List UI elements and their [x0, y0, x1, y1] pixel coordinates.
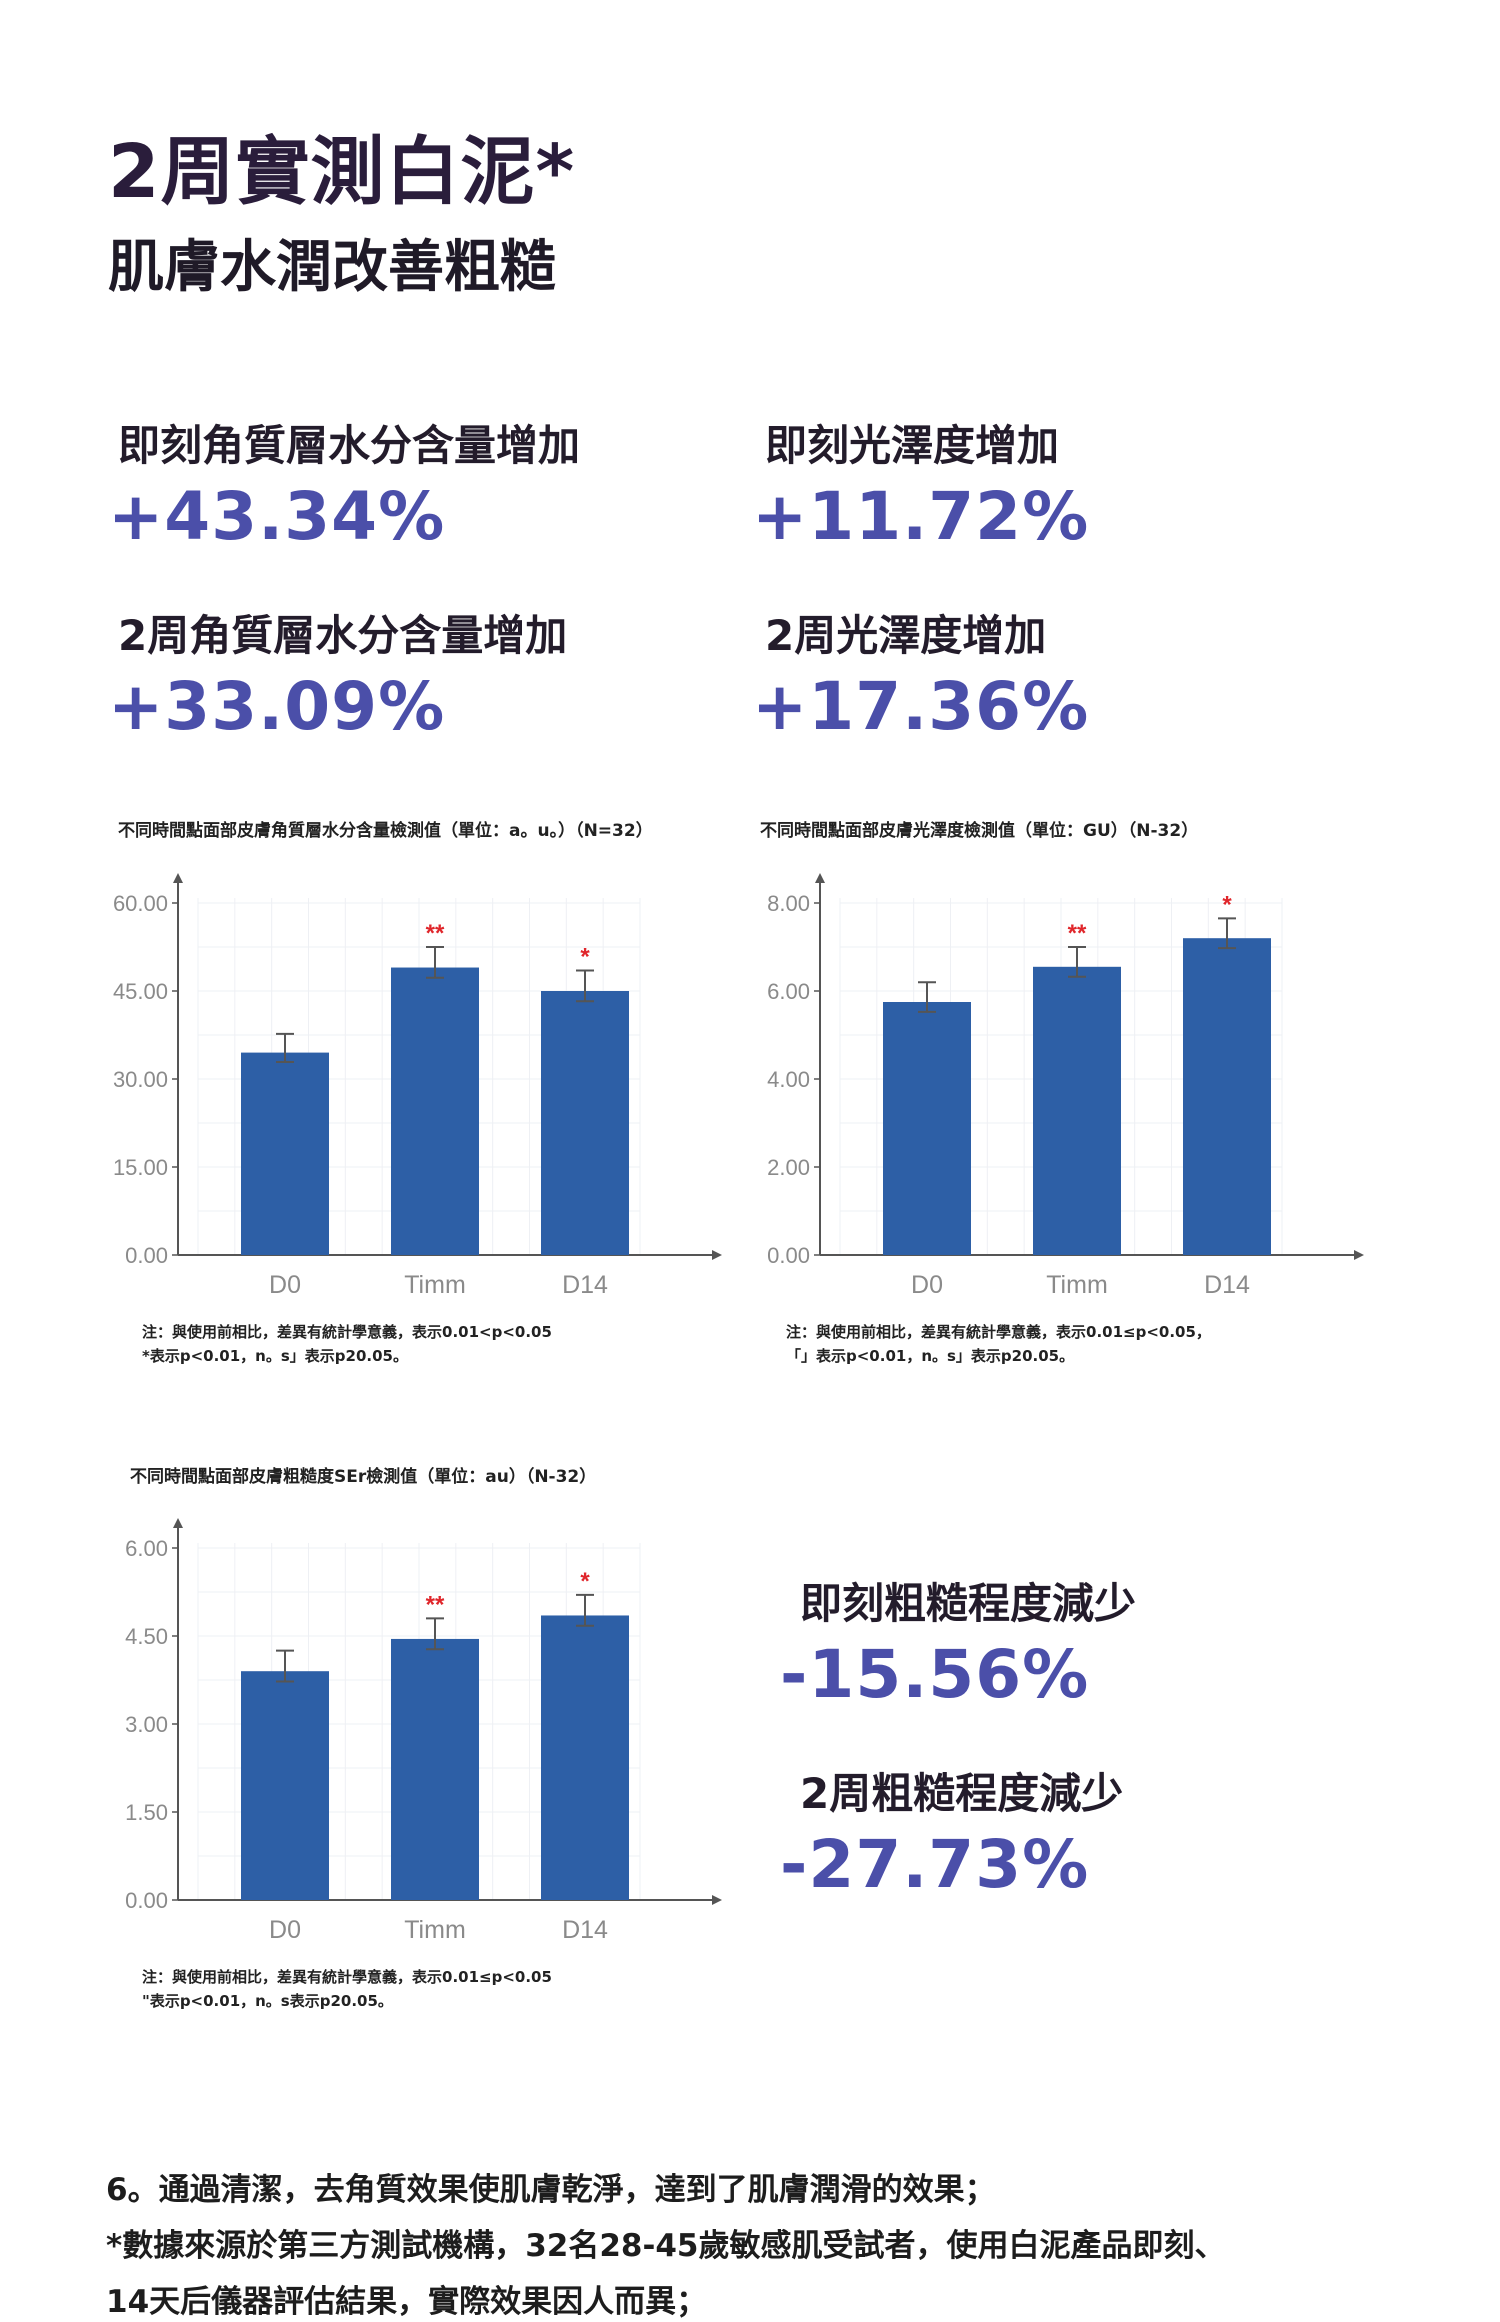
x-tick-label: D14 — [562, 1271, 608, 1299]
y-tick-label: 60.00 — [113, 891, 168, 916]
x-tick-label: Timm — [404, 1271, 466, 1299]
chart-note-line: 「」表示p<0.01，n。s」表示p20.05。 — [786, 1347, 1075, 1365]
chart-moisture: 0.00 15.00 30.00 45.00 60.00 D0 ** Timm * D14 — [113, 873, 722, 1299]
bar-d0 — [241, 1052, 329, 1255]
y-tick-label: 8.00 — [767, 891, 810, 916]
bar-d0 — [241, 1671, 329, 1900]
y-tick-label: 4.50 — [125, 1624, 168, 1649]
bar-d14 — [1183, 938, 1271, 1255]
y-tick-label: 4.00 — [767, 1067, 810, 1092]
y-tick-label: 0.00 — [125, 1243, 168, 1268]
chart-roughness: 0.00 1.50 3.00 4.50 6.00 D0 ** Timm * D14 — [125, 1518, 722, 1944]
y-tick-label: 6.00 — [767, 979, 810, 1004]
chart-note-line: 注：與使用前相比，差異有統計學意義，表示0.01<p<0.05 — [142, 1323, 552, 1341]
stat-value-instant-roughness: -15.56% — [780, 1636, 1090, 1713]
x-tick-label: D0 — [269, 1916, 301, 1944]
x-tick-label: D0 — [269, 1271, 301, 1299]
y-axis-arrow — [173, 1518, 183, 1528]
y-tick-label: 0.00 — [767, 1243, 810, 1268]
chart-title-gloss: 不同時間點面部皮膚光澤度檢測值（單位：GU）（N-32） — [760, 821, 1199, 841]
significance-marker: * — [580, 943, 590, 970]
page-title: 2周實測白泥* — [108, 129, 576, 215]
chart-note-line: *表示p<0.01，n。s」表示p20.05。 — [142, 1347, 408, 1365]
x-axis-arrow — [1354, 1250, 1364, 1260]
page-subtitle: 肌膚水潤改善粗糙 — [108, 235, 556, 300]
x-tick-label: D14 — [1204, 1271, 1250, 1299]
significance-marker: ** — [426, 920, 445, 947]
x-tick-label: Timm — [1046, 1271, 1108, 1299]
stat-value-2week-moisture: +33.09% — [108, 668, 446, 745]
chart-title-moisture: 不同時間點面部皮膚角質層水分含量檢測值（單位：a。u。）（N=32） — [118, 821, 653, 841]
x-axis-arrow — [712, 1895, 722, 1905]
footer-line-effect: 6。通過清潔，去角質效果使肌膚乾淨，達到了肌膚潤滑的效果； — [106, 2172, 996, 2208]
stat-value-instant-moisture: +43.34% — [108, 478, 446, 555]
chart-note-line: 注：與使用前相比，差異有統計學意義，表示0.01≤p<0.05， — [786, 1323, 1211, 1341]
chart-note-line: 注：與使用前相比，差異有統計學意義，表示0.01≤p<0.05 — [142, 1968, 552, 1986]
y-tick-label: 15.00 — [113, 1155, 168, 1180]
chart-gloss: 0.00 2.00 4.00 6.00 8.00 D0 ** Timm * D14 — [767, 873, 1364, 1299]
bar-d14 — [541, 1615, 629, 1900]
significance-marker: * — [1222, 891, 1232, 918]
significance-marker: ** — [1068, 920, 1087, 947]
x-tick-label: D14 — [562, 1916, 608, 1944]
stat-value-instant-gloss: +11.72% — [752, 478, 1090, 555]
y-tick-label: 30.00 — [113, 1067, 168, 1092]
bar-d0 — [883, 1002, 971, 1255]
bar-timm — [391, 967, 479, 1255]
stat-label-instant-moisture: 即刻角質層水分含量增加 — [118, 421, 581, 470]
x-axis-arrow — [712, 1250, 722, 1260]
footer-line-disclaimer: 14天后儀器評估結果，實際效果因人而異； — [106, 2284, 708, 2320]
y-axis-arrow — [815, 873, 825, 883]
footer-line-source: *數據來源於第三方測試機構，32名28-45歲敏感肌受試者，使用白泥產品即刻、 — [106, 2228, 1226, 2264]
bar-timm — [391, 1638, 479, 1900]
x-tick-label: Timm — [404, 1916, 466, 1944]
y-tick-label: 0.00 — [125, 1888, 168, 1913]
y-tick-label: 3.00 — [125, 1712, 168, 1737]
chart-note-gloss: 注：與使用前相比，差異有統計學意義，表示0.01≤p<0.05， 「」表示p<0… — [786, 1320, 1211, 1368]
stat-label-2week-roughness: 2周粗糙程度減少 — [800, 1769, 1124, 1818]
y-axis-arrow — [173, 873, 183, 883]
y-tick-label: 1.50 — [125, 1800, 168, 1825]
significance-marker: ** — [426, 1591, 445, 1618]
chart-title-roughness: 不同時間點面部皮膚粗糙度SEr檢測值（單位：au）（N-32） — [130, 1467, 597, 1487]
y-tick-label: 2.00 — [767, 1155, 810, 1180]
chart-note-moisture: 注：與使用前相比，差異有統計學意義，表示0.01<p<0.05 *表示p<0.0… — [142, 1320, 552, 1368]
y-tick-label: 6.00 — [125, 1536, 168, 1561]
stat-label-2week-gloss: 2周光澤度增加 — [765, 611, 1047, 660]
chart-note-roughness: 注：與使用前相比，差異有統計學意義，表示0.01≤p<0.05 "表示p<0.0… — [142, 1965, 552, 2013]
stat-label-instant-roughness: 即刻粗糙程度減少 — [800, 1579, 1137, 1628]
bar-timm — [1033, 966, 1121, 1255]
y-tick-label: 45.00 — [113, 979, 168, 1004]
bar-d14 — [541, 991, 629, 1255]
stat-value-2week-gloss: +17.36% — [752, 668, 1090, 745]
significance-marker: * — [580, 1568, 590, 1595]
stat-label-instant-gloss: 即刻光澤度增加 — [765, 421, 1060, 470]
stat-value-2week-roughness: -27.73% — [780, 1826, 1090, 1903]
stat-label-2week-moisture: 2周角質層水分含量增加 — [118, 611, 568, 660]
chart-note-line: "表示p<0.01，n。s表示p20.05。 — [142, 1992, 393, 2010]
x-tick-label: D0 — [911, 1271, 943, 1299]
